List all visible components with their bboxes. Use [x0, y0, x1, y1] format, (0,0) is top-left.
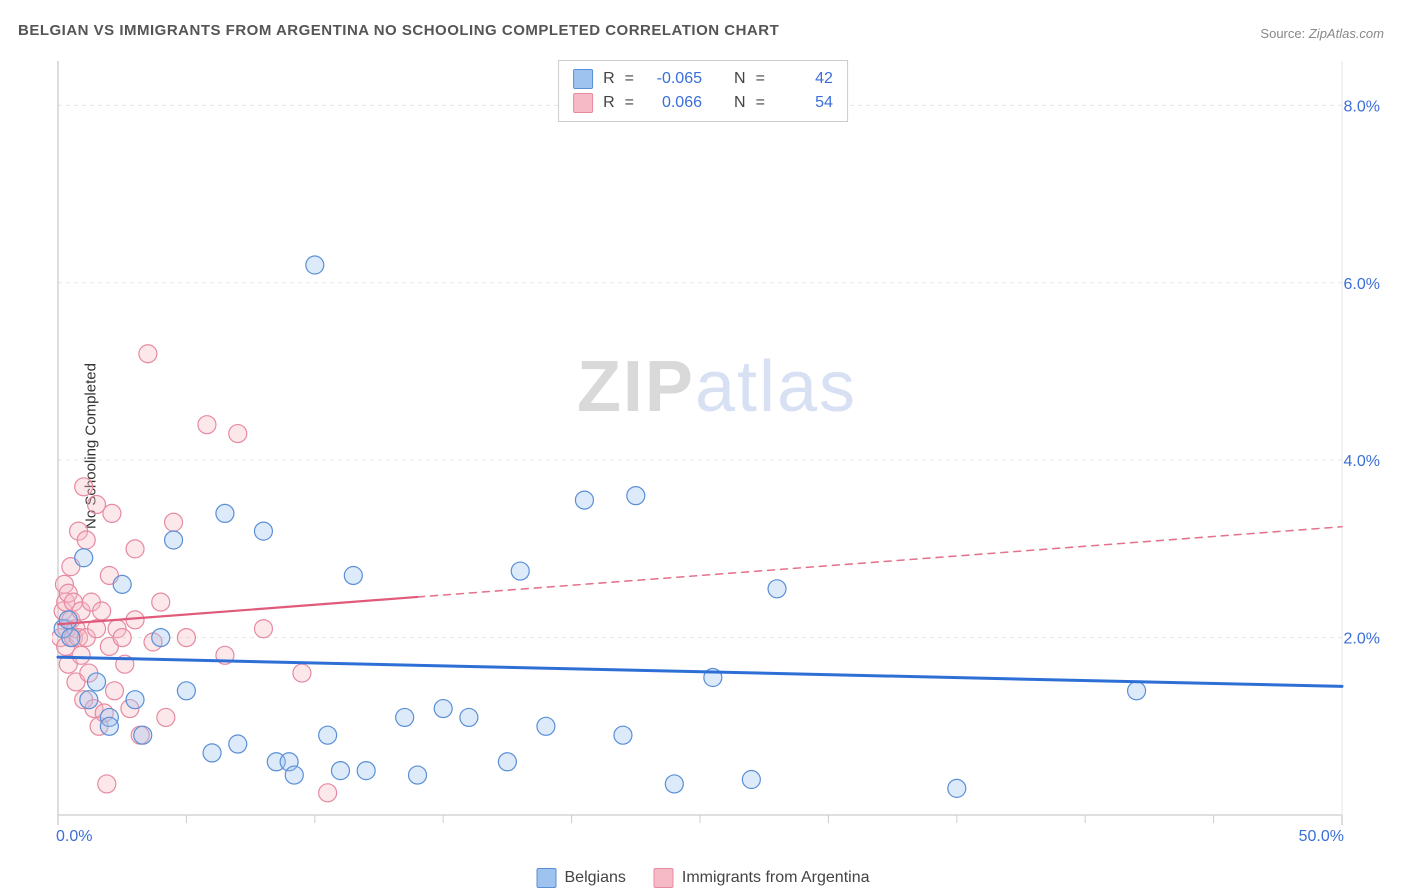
n-label: N: [734, 91, 746, 115]
chart-area: ZIPatlas 2.0%4.0%6.0%8.0%0.0%50.0%: [52, 55, 1382, 845]
svg-text:0.0%: 0.0%: [56, 828, 92, 845]
n-value: 42: [775, 67, 833, 91]
legend-swatch: [654, 868, 674, 888]
svg-text:50.0%: 50.0%: [1299, 828, 1344, 845]
eq-sign: =: [756, 67, 765, 91]
r-value: 0.066: [644, 91, 702, 115]
n-label: N: [734, 67, 746, 91]
chart-title: BELGIAN VS IMMIGRANTS FROM ARGENTINA NO …: [18, 22, 779, 39]
svg-text:6.0%: 6.0%: [1344, 276, 1380, 293]
n-value: 54: [775, 91, 833, 115]
stats-row: R = 0.066 N = 54: [573, 91, 833, 115]
eq-sign: =: [625, 67, 634, 91]
legend-item: Immigrants from Argentina: [654, 868, 870, 888]
legend-item: Belgians: [537, 868, 626, 888]
stats-row: R = -0.065 N = 42: [573, 67, 833, 91]
legend-label: Belgians: [565, 869, 626, 887]
correlation-stats-box: R = -0.065 N = 42 R = 0.066 N = 54: [558, 60, 848, 122]
source-attribution: Source: ZipAtlas.com: [1260, 26, 1384, 41]
scatter-plot-svg: 2.0% 4.0% 6.0% 8.0% 0.0% 50.0%: [52, 55, 1382, 845]
legend-swatch: [537, 868, 557, 888]
source-value: ZipAtlas.com: [1309, 26, 1384, 41]
series-swatch: [573, 69, 593, 89]
eq-sign: =: [625, 91, 634, 115]
r-value: -0.065: [644, 67, 702, 91]
svg-text:8.0%: 8.0%: [1344, 98, 1380, 115]
svg-text:2.0%: 2.0%: [1344, 631, 1380, 648]
bottom-legend: Belgians Immigrants from Argentina: [537, 868, 870, 888]
eq-sign: =: [756, 91, 765, 115]
r-label: R: [603, 67, 615, 91]
source-label: Source:: [1260, 26, 1305, 41]
legend-label: Immigrants from Argentina: [682, 869, 870, 887]
svg-text:4.0%: 4.0%: [1344, 453, 1380, 470]
series-swatch: [573, 93, 593, 113]
r-label: R: [603, 91, 615, 115]
